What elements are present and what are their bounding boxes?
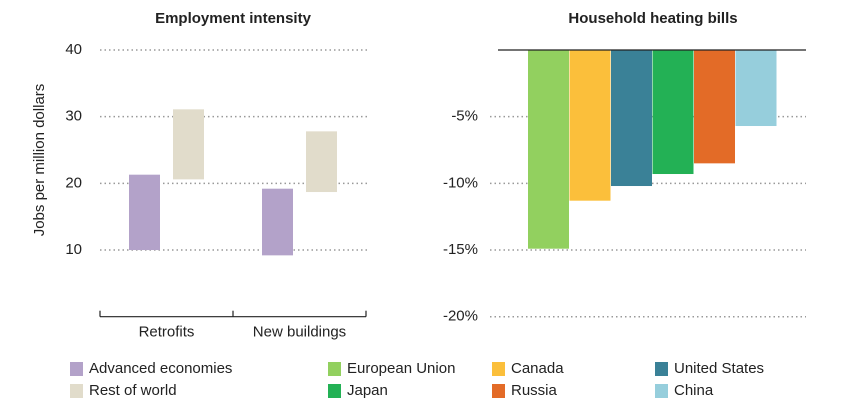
y-tick-label: 20 [65,174,82,191]
y-tick-label: 40 [65,41,82,58]
bar [611,50,652,187]
bar [735,50,777,127]
legend-label: Japan [347,382,388,399]
y-tick-label: 30 [65,108,82,125]
y-tick-label: 10 [65,241,82,258]
legend-label: United States [674,360,764,377]
y-axis-label: Jobs per million dollars [31,84,48,237]
chart-title: Household heating bills [568,10,737,27]
legend-swatch [70,362,83,376]
bar [262,188,293,256]
x-tick-label: Retrofits [139,324,195,341]
legend-label: European Union [347,360,455,377]
y-tick-label: -20% [443,308,478,325]
x-tick-label: New buildings [253,324,346,341]
legend-swatch [492,362,505,376]
chart-title: Employment intensity [155,10,312,27]
legend-swatch [655,362,668,376]
bar [306,131,337,193]
legend-swatch [655,384,668,398]
bar [173,109,204,180]
bar [694,50,735,164]
legend-swatch [70,384,83,398]
legend-swatch [492,384,505,398]
legend-label: Canada [511,360,564,377]
bar [129,174,160,251]
legend-label: Advanced economies [89,360,232,377]
bar [569,50,611,201]
bar [528,50,569,249]
legend-label: Russia [511,382,558,399]
legend-label: Rest of world [89,382,177,399]
y-tick-label: -10% [443,174,478,191]
y-tick-label: -5% [451,108,478,125]
legend-swatch [328,384,341,398]
y-tick-label: -15% [443,241,478,258]
legend-label: China [674,382,714,399]
legend-swatch [328,362,341,376]
bar [652,50,694,175]
